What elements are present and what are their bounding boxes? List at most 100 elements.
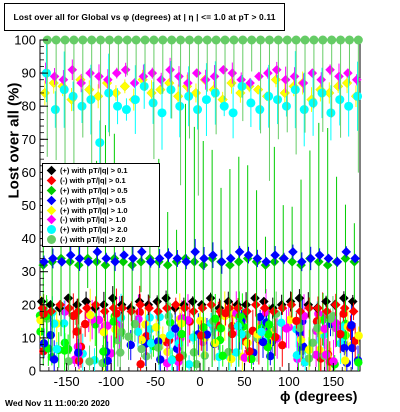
data-point [287, 256, 297, 267]
data-point [63, 293, 74, 303]
data-point [277, 318, 286, 328]
legend-marker [46, 175, 57, 186]
data-point [103, 356, 112, 366]
data-point [100, 260, 111, 270]
data-point [147, 68, 158, 78]
data-point [137, 247, 147, 257]
y-tick-label: 90 [22, 66, 36, 81]
data-point [264, 320, 274, 329]
data-point [116, 348, 125, 357]
data-point [190, 247, 200, 257]
data-point [238, 35, 248, 45]
data-point [273, 35, 283, 45]
data-point [129, 78, 140, 88]
data-point [254, 71, 264, 82]
data-point [64, 303, 74, 313]
data-point [72, 300, 82, 310]
data-point [157, 108, 167, 118]
data-point [350, 253, 360, 264]
data-point [322, 350, 331, 359]
data-point [208, 250, 218, 260]
data-point [117, 327, 126, 337]
legend-entry: (-) with pT/|q| > 1.0 [46, 215, 155, 225]
data-point [158, 35, 168, 45]
legend-label: (+) with pT/|q| > 2.0 [60, 225, 128, 235]
legend-label: (-) with pT/|q| > 1.0 [60, 215, 126, 225]
legend-label: (+) with pT/|q| > 0.5 [60, 185, 128, 195]
data-point [58, 74, 69, 85]
data-point [145, 256, 156, 267]
data-point [135, 300, 146, 310]
data-point [264, 35, 274, 45]
data-point [343, 68, 353, 78]
data-point [282, 35, 292, 45]
data-point [191, 68, 202, 78]
data-point [209, 71, 220, 82]
data-point [340, 343, 349, 353]
data-point [320, 324, 329, 334]
data-point [279, 253, 289, 264]
y-tick-label: 60 [22, 165, 36, 180]
data-point [211, 314, 220, 324]
y-tick-label: 0 [29, 364, 36, 379]
legend-marker [46, 166, 57, 176]
data-point [131, 35, 141, 45]
data-point [51, 35, 61, 45]
data-point [298, 78, 309, 88]
data-point [118, 256, 129, 267]
data-point [291, 35, 301, 45]
data-point [72, 327, 81, 336]
data-point [136, 256, 146, 267]
data-point [184, 35, 194, 45]
data-point [144, 303, 154, 313]
y-tick-label: 80 [22, 99, 36, 114]
data-point [266, 351, 275, 361]
data-point [317, 88, 327, 98]
data-point [225, 260, 235, 270]
data-point [261, 256, 272, 267]
data-point [101, 253, 112, 264]
data-point [136, 359, 145, 369]
data-point [190, 87, 202, 99]
data-point [153, 306, 163, 317]
data-point [236, 74, 246, 85]
data-point [211, 35, 221, 45]
data-point [234, 256, 244, 267]
data-point [327, 35, 337, 45]
data-point [336, 35, 346, 45]
data-point [340, 253, 351, 264]
data-point [253, 84, 264, 95]
legend-marker [46, 205, 57, 215]
data-point [188, 306, 199, 317]
data-point [218, 351, 227, 361]
data-point [175, 353, 184, 362]
data-point [57, 256, 67, 267]
data-point [68, 91, 78, 101]
data-point [133, 327, 143, 337]
data-point [99, 306, 110, 317]
data-point [94, 71, 104, 82]
data-point [229, 35, 239, 45]
data-point [96, 35, 106, 45]
data-point [119, 250, 129, 260]
data-point [142, 352, 151, 361]
data-point [126, 306, 137, 317]
data-point [130, 95, 140, 105]
data-point [339, 303, 350, 313]
data-point [187, 296, 198, 307]
data-point [264, 330, 273, 339]
data-point [137, 335, 146, 345]
y-tick-label: 100 [14, 33, 36, 48]
data-point [85, 357, 94, 366]
data-point [215, 306, 226, 317]
legend-label: (-) with pT/|q| > 2.0 [60, 234, 126, 244]
data-point [124, 332, 133, 341]
y-tick-label: 70 [22, 132, 36, 147]
data-point [189, 256, 200, 267]
data-point [277, 303, 288, 313]
data-point [87, 35, 97, 45]
data-point [332, 256, 343, 267]
data-point [308, 98, 318, 108]
data-point [146, 339, 156, 348]
data-point [156, 74, 166, 85]
